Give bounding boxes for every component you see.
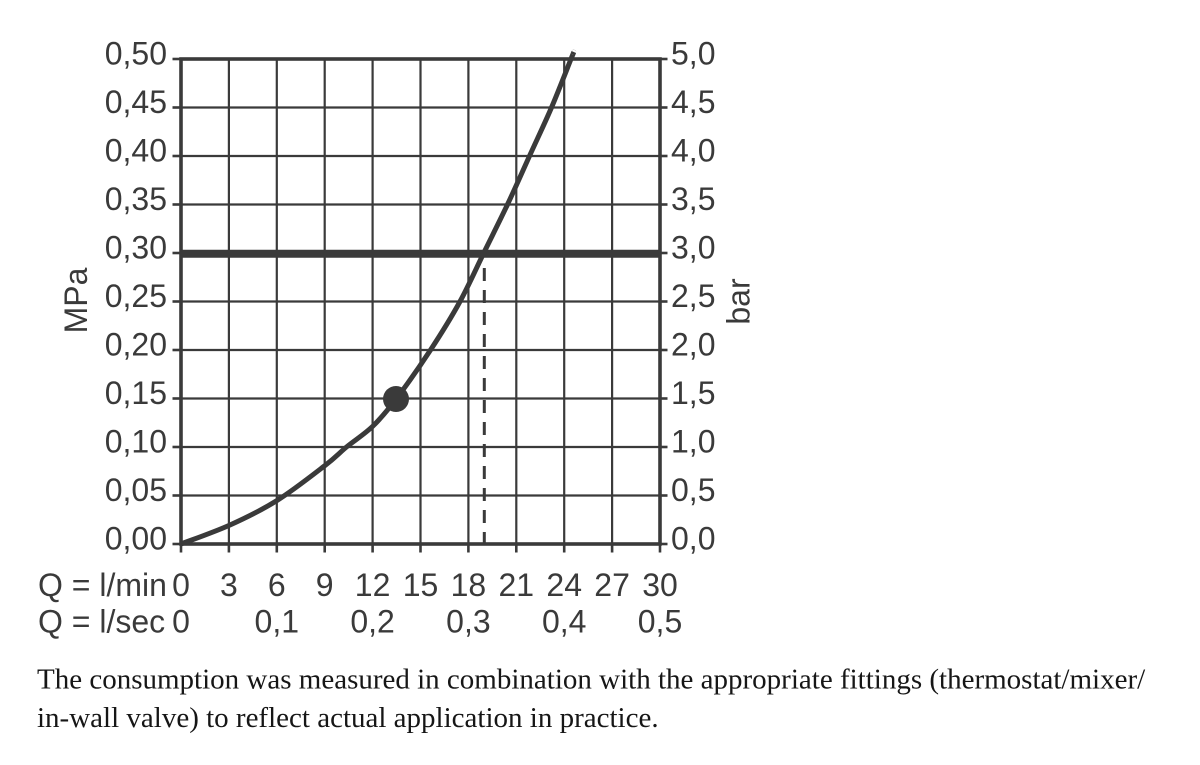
svg-text:4,5: 4,5 <box>671 84 715 120</box>
svg-text:1,5: 1,5 <box>671 375 715 411</box>
svg-text:in-wall valve) to reflect actu: in-wall valve) to reflect actual applica… <box>37 702 659 734</box>
svg-text:5,0: 5,0 <box>671 36 715 72</box>
svg-text:0: 0 <box>172 604 190 640</box>
svg-text:3,5: 3,5 <box>671 181 715 217</box>
svg-text:0,15: 0,15 <box>105 375 167 411</box>
svg-text:9: 9 <box>316 567 334 603</box>
svg-text:0,05: 0,05 <box>105 472 167 508</box>
svg-text:0,4: 0,4 <box>542 604 586 640</box>
svg-text:0,20: 0,20 <box>105 327 167 363</box>
svg-text:0,10: 0,10 <box>105 424 167 460</box>
svg-text:3,0: 3,0 <box>671 230 715 266</box>
svg-text:4,0: 4,0 <box>671 133 715 169</box>
svg-text:0: 0 <box>172 567 190 603</box>
svg-text:The consumption was measured i: The consumption was measured in combinat… <box>37 664 1146 696</box>
svg-text:0,3: 0,3 <box>446 604 490 640</box>
svg-text:0,1: 0,1 <box>255 604 299 640</box>
svg-text:0,0: 0,0 <box>671 521 715 557</box>
svg-text:Q = l/sec: Q = l/sec <box>38 604 165 640</box>
svg-text:MPa: MPa <box>58 267 94 333</box>
svg-text:6: 6 <box>268 567 286 603</box>
svg-text:12: 12 <box>355 567 391 603</box>
svg-text:3: 3 <box>220 567 238 603</box>
svg-text:30: 30 <box>642 567 678 603</box>
svg-text:0,25: 0,25 <box>105 278 167 314</box>
svg-text:bar: bar <box>721 278 757 325</box>
svg-text:0,50: 0,50 <box>105 36 167 72</box>
svg-text:2,5: 2,5 <box>671 278 715 314</box>
svg-text:0,5: 0,5 <box>638 604 682 640</box>
svg-text:0,45: 0,45 <box>105 84 167 120</box>
svg-text:2,0: 2,0 <box>671 327 715 363</box>
svg-text:1,0: 1,0 <box>671 424 715 460</box>
svg-text:Q = l/min: Q = l/min <box>38 567 167 603</box>
svg-text:0,40: 0,40 <box>105 133 167 169</box>
svg-text:0,00: 0,00 <box>105 521 167 557</box>
svg-text:24: 24 <box>546 567 582 603</box>
svg-text:0,30: 0,30 <box>105 230 167 266</box>
svg-text:15: 15 <box>403 567 439 603</box>
svg-text:0,35: 0,35 <box>105 181 167 217</box>
svg-text:21: 21 <box>499 567 535 603</box>
svg-text:0,2: 0,2 <box>350 604 394 640</box>
svg-text:27: 27 <box>594 567 630 603</box>
svg-text:18: 18 <box>451 567 487 603</box>
svg-text:0,5: 0,5 <box>671 472 715 508</box>
